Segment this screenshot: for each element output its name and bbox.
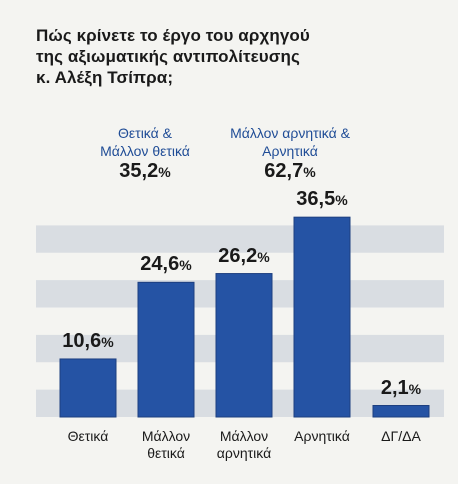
category-label-4-line-1: Αρνητικά: [294, 428, 350, 444]
bar-value-label-1: 10,6%: [38, 330, 138, 353]
category-label-2: Μάλλον θετικά: [121, 428, 211, 462]
bar-value-label-2: 24,6%: [116, 253, 216, 276]
category-label-2-line-2: θετικά: [147, 445, 185, 461]
category-label-3: Μάλλον αρνητικά: [199, 428, 289, 462]
bar-value-percent-1: %: [101, 333, 114, 350]
bar-3: [215, 273, 273, 418]
bar-value-number-5: 2,1: [380, 376, 409, 399]
group-negative-value-number: 62,7: [264, 160, 304, 182]
chart-title-line-1: Πώς κρίνετε το έργο του αρχηγού: [36, 26, 310, 45]
category-label-5-line-1: ΔΓ/ΔΑ: [381, 428, 421, 444]
bar-value-percent-5: %: [408, 380, 422, 397]
bar-value-percent-4: %: [335, 192, 348, 209]
category-label-4: Αρνητικά: [277, 428, 367, 445]
bar-value-number-3: 26,2: [218, 244, 258, 267]
bar-value-percent-2: %: [179, 257, 192, 274]
category-label-5: ΔΓ/ΔΑ: [356, 428, 446, 445]
category-label-3-line-1: Μάλλον: [219, 428, 269, 444]
chart-title-line-3: κ. Αλέξη Τσίπρα;: [36, 68, 174, 87]
group-positive-label: Θετικά & Μάλλον θετικά: [60, 124, 230, 160]
bar-value-percent-3: %: [257, 248, 270, 265]
group-positive-value-percent: %: [158, 164, 171, 180]
chart-title-line-2: της αξιωματικής αντιπολίτευσης: [36, 47, 300, 66]
group-negative-value: 62,7%: [190, 160, 390, 183]
bar-value-label-4: 36,5%: [272, 188, 372, 211]
bar-5: [372, 405, 430, 418]
group-negative-label: Μάλλον αρνητικά & Αρνητικά: [190, 124, 390, 160]
group-negative-label-line-2: Αρνητικά: [262, 143, 318, 159]
group-positive-label-line-2: Μάλλον θετικά: [100, 143, 190, 159]
bar-value-label-5: 2,1%: [351, 377, 451, 400]
bar-value-number-4: 36,5: [296, 188, 336, 211]
category-label-2-line-1: Μάλλον: [141, 428, 191, 444]
grid-band-4: [36, 225, 444, 253]
bar-value-number-1: 10,6: [62, 329, 102, 352]
bar-value-number-2: 24,6: [140, 253, 180, 276]
bar-1: [59, 358, 117, 418]
bar-4: [293, 216, 351, 418]
category-label-1-line-1: Θετικά: [67, 428, 109, 444]
category-label-1: Θετικά: [43, 428, 133, 445]
group-positive-value-number: 35,2: [119, 160, 159, 182]
category-label-3-line-2: αρνητικά: [216, 445, 272, 461]
group-negative-label-line-1: Μάλλον αρνητικά &: [230, 125, 350, 141]
group-positive-value: 35,2%: [60, 160, 230, 183]
bar-2: [137, 281, 195, 418]
group-positive-label-line-1: Θετικά &: [118, 125, 172, 141]
group-negative-value-percent: %: [303, 164, 316, 180]
bar-value-label-3: 26,2%: [194, 245, 294, 268]
